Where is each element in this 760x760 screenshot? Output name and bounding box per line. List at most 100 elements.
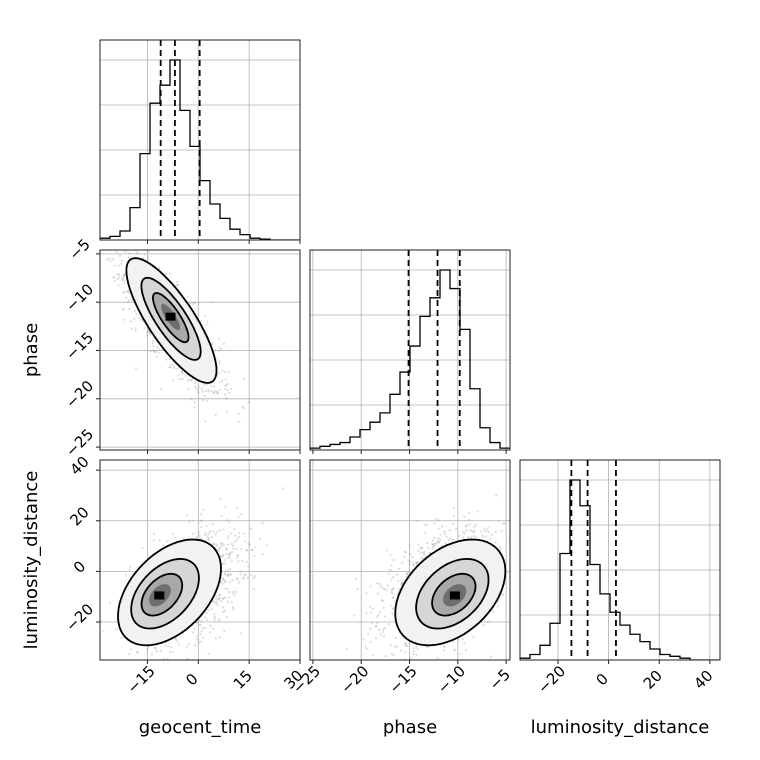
sample-point (406, 573, 409, 576)
sample-point (205, 524, 208, 528)
x-tick-label: 20 (640, 667, 666, 693)
sample-point (228, 391, 231, 395)
sample-point (405, 642, 408, 645)
sample-point (462, 662, 464, 664)
sample-point (234, 534, 237, 537)
sample-point (376, 592, 379, 595)
sample-point (494, 541, 497, 544)
sample-point (440, 525, 444, 528)
sample-point (467, 511, 471, 515)
sample-point (202, 398, 205, 402)
sample-point (120, 245, 122, 247)
sample-point (213, 616, 216, 620)
sample-point (501, 522, 504, 525)
sample-point (125, 296, 128, 299)
sample-point (378, 582, 381, 586)
sample-point (407, 570, 410, 574)
sample-point (210, 389, 213, 393)
sample-point (225, 548, 228, 551)
sample-point (230, 601, 233, 604)
sample-point (425, 523, 428, 527)
sample-point (181, 537, 185, 540)
sample-point (120, 636, 123, 639)
sample-point (205, 399, 209, 403)
sample-point (106, 258, 109, 261)
sample-point (217, 337, 220, 340)
sample-point (404, 644, 407, 647)
sample-point (219, 380, 222, 383)
sample-point (192, 302, 195, 306)
sample-point (451, 522, 455, 525)
sample-point (373, 676, 375, 678)
sample-point (366, 632, 370, 636)
sample-point (223, 581, 226, 584)
sample-point (157, 267, 161, 270)
x-tick-label: −10 (434, 662, 469, 697)
density-peak (449, 591, 460, 600)
sample-point (115, 250, 118, 253)
sample-point (472, 535, 475, 538)
chart-marks (100, 40, 720, 678)
sample-point (433, 522, 436, 525)
sample-point (480, 530, 483, 533)
sample-point (371, 654, 374, 657)
sample-point (186, 295, 189, 298)
sample-point (169, 650, 172, 654)
sample-point (224, 596, 227, 599)
sample-point (121, 279, 125, 282)
sample-point (420, 547, 423, 550)
sample-point (451, 538, 454, 542)
sample-point (376, 616, 379, 619)
sample-point (400, 582, 403, 585)
sample-point (392, 596, 395, 599)
sample-point (463, 532, 466, 535)
sample-point (217, 598, 220, 601)
contour-1 (140, 276, 202, 361)
sample-point (376, 613, 380, 617)
sample-point (408, 563, 411, 566)
sample-point (100, 620, 103, 623)
sample-point (141, 546, 144, 550)
sample-point (206, 608, 210, 611)
sample-point (243, 576, 246, 579)
sample-point (193, 301, 196, 304)
sample-point (152, 344, 155, 347)
sample-point (202, 636, 205, 640)
y-tick-label: −10 (62, 280, 97, 315)
sample-point (459, 653, 462, 656)
sample-point (432, 543, 435, 546)
sample-point (243, 377, 246, 381)
sample-point (233, 527, 236, 531)
sample-point (237, 535, 240, 539)
sample-point (113, 279, 116, 283)
sample-point (401, 561, 404, 565)
sample-point (200, 619, 203, 623)
sample-point (214, 543, 218, 546)
sample-point (212, 530, 215, 533)
sample-point (405, 571, 408, 575)
sample-point (218, 636, 222, 639)
sample-point (122, 291, 125, 294)
sample-point (193, 301, 197, 304)
sample-point (281, 487, 285, 490)
sample-point (235, 538, 239, 541)
sample-point (216, 604, 219, 607)
sample-point (245, 549, 248, 552)
sample-point (416, 648, 419, 651)
sample-point (228, 581, 232, 584)
sample-point (199, 537, 202, 540)
sample-point (444, 542, 447, 545)
panel-frames (96, 39, 721, 664)
sample-point (209, 631, 212, 634)
sample-point (219, 580, 223, 583)
sample-point (226, 587, 229, 591)
sample-point (225, 519, 228, 522)
sample-point (193, 384, 197, 388)
sample-point (181, 377, 184, 380)
sample-point (254, 575, 257, 578)
sample-point (496, 605, 500, 608)
sample-point (381, 630, 385, 634)
sample-point (222, 577, 225, 581)
sample-point (200, 387, 203, 390)
sample-point (212, 542, 215, 545)
